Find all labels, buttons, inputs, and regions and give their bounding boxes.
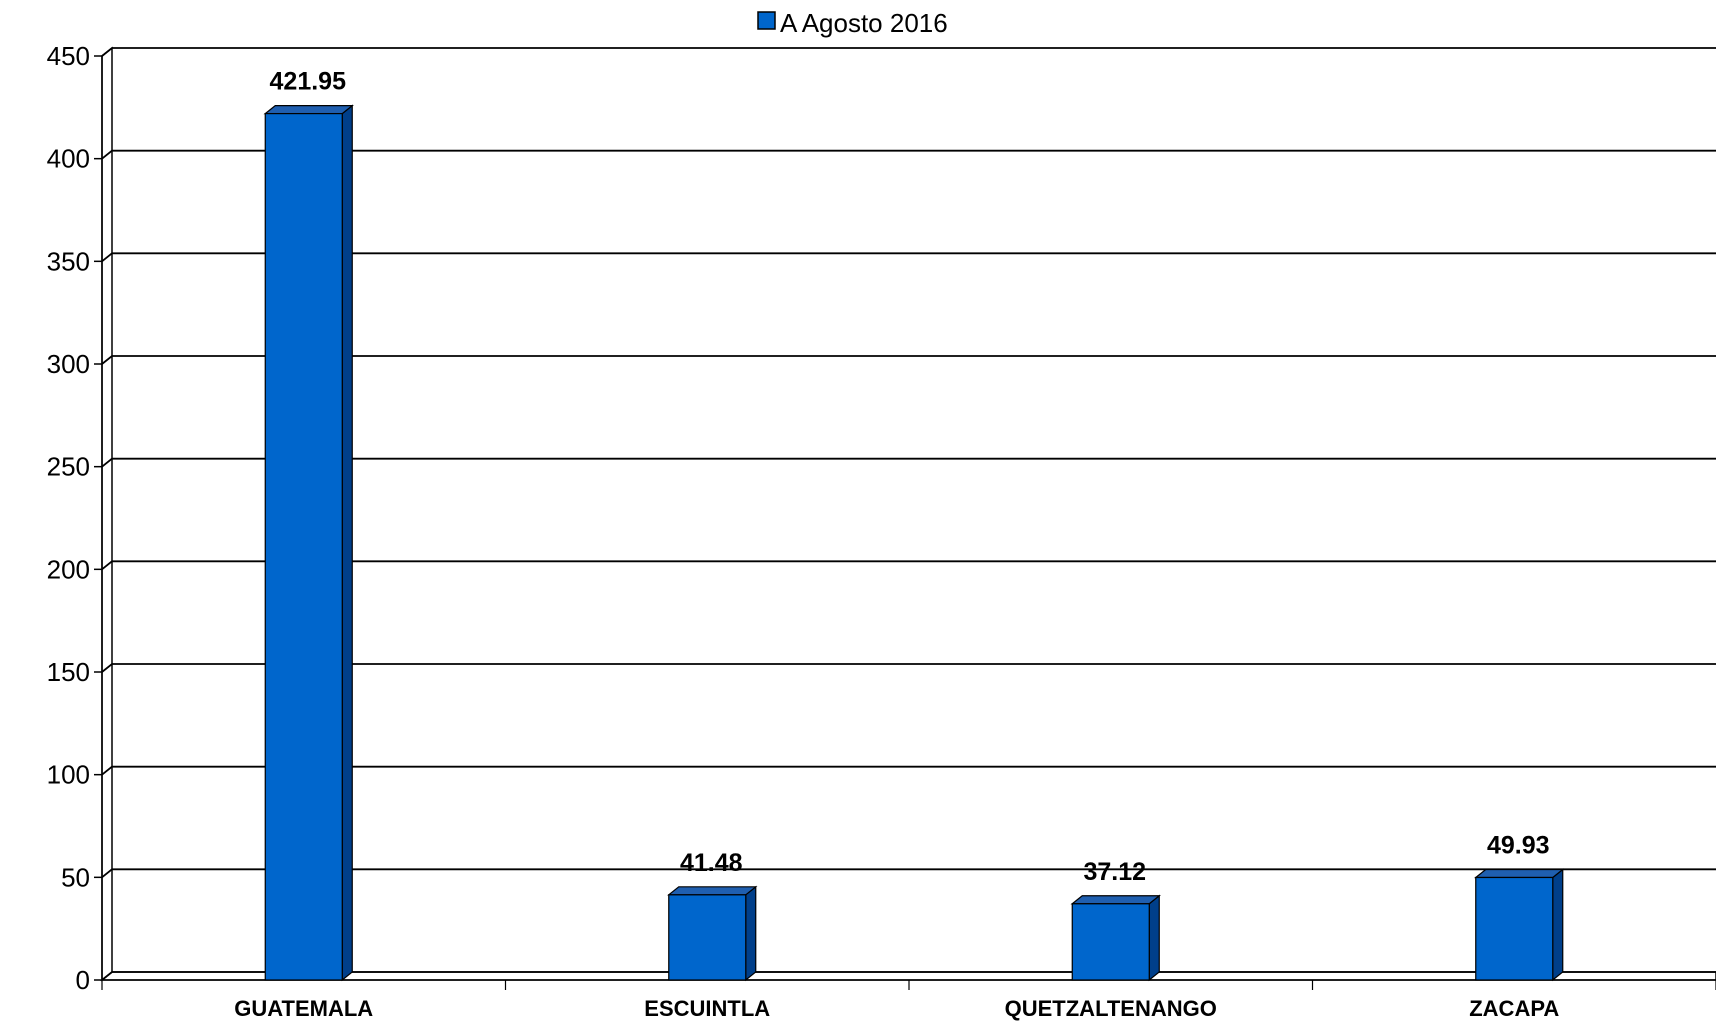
bar [1475, 876, 1554, 981]
y-tick-label: 250 [47, 452, 90, 482]
gridline [101, 149, 1716, 160]
gridline [101, 868, 1716, 879]
bar-top [667, 886, 758, 896]
data-label: 41.48 [680, 849, 743, 877]
gridline [101, 765, 1716, 776]
gridline [101, 971, 1716, 981]
bar [1071, 903, 1150, 981]
y-tick-label: 300 [47, 349, 90, 379]
bar-top [263, 104, 354, 115]
bar [264, 112, 343, 981]
side-wall [101, 46, 113, 982]
plot-area: 0 50 100 150 200 250 300 350 400 450 421.95 GUATEMA… [47, 41, 1716, 1021]
x-tick-label: GUATEMALA [234, 996, 373, 1021]
bar-top [1474, 868, 1565, 879]
legend: A Agosto 2016 [757, 8, 948, 38]
gridline [101, 355, 1716, 365]
gridline [101, 457, 1716, 468]
gridline [101, 47, 1716, 57]
bar-side [341, 104, 353, 982]
y-tick-label: 450 [47, 41, 90, 71]
y-tick-label: 50 [61, 862, 90, 892]
x-tick-label: ZACAPA [1469, 996, 1559, 1021]
x-tick-label: QUETZALTENANGO [1005, 996, 1217, 1021]
bar-side [745, 885, 757, 982]
y-tick-label: 200 [47, 554, 90, 584]
gridline [101, 252, 1716, 263]
gridline [101, 560, 1716, 571]
bar [668, 894, 747, 981]
y-tick-label: 0 [76, 965, 90, 995]
y-tick-label: 350 [47, 246, 90, 276]
bar-side [1552, 868, 1564, 982]
bar-side [1148, 894, 1160, 982]
y-tick-label: 400 [47, 144, 90, 174]
data-label: 49.93 [1487, 831, 1550, 859]
data-label: 421.95 [270, 68, 347, 96]
data-label: 37.12 [1083, 858, 1146, 886]
gridline [101, 663, 1716, 673]
y-tick-label: 100 [47, 760, 90, 790]
x-tick-label: ESCUINTLA [644, 996, 770, 1021]
bar-top [1070, 895, 1161, 905]
legend-swatch [757, 11, 776, 30]
legend-label: A Agosto 2016 [780, 8, 948, 38]
y-tick-label: 150 [47, 657, 90, 687]
